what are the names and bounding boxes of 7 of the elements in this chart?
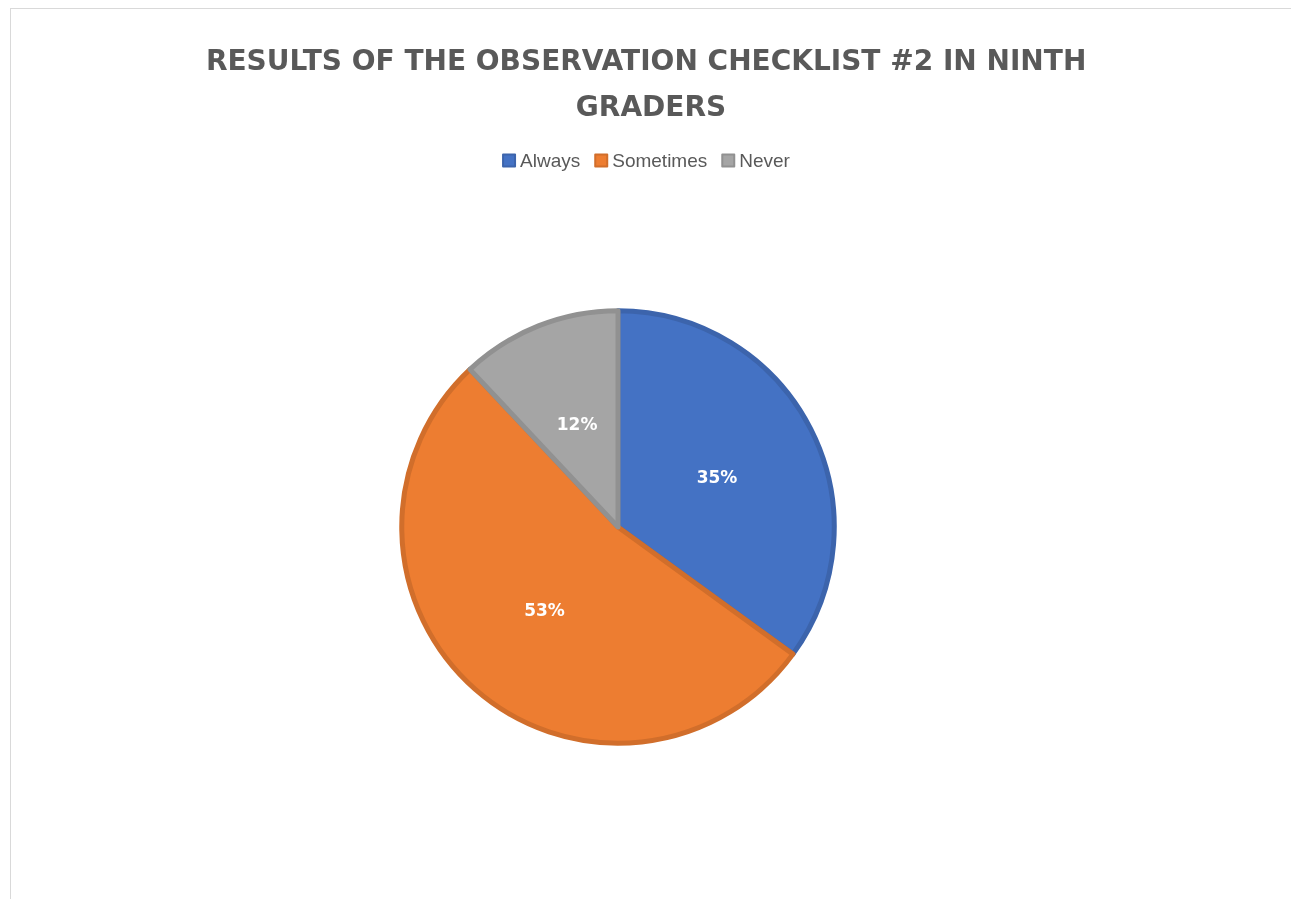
legend-label: Never xyxy=(739,150,791,171)
chart-title: RESULTS OF THE OBSERVATION CHECKLIST #2 IN NINTH GRADERS xyxy=(205,43,1097,123)
data-label: 12% xyxy=(556,413,598,434)
data-label: 53% xyxy=(524,600,565,621)
legend-label: Sometimes xyxy=(612,150,708,171)
data-label: 35% xyxy=(696,466,738,487)
legend-label: Always xyxy=(520,150,581,171)
